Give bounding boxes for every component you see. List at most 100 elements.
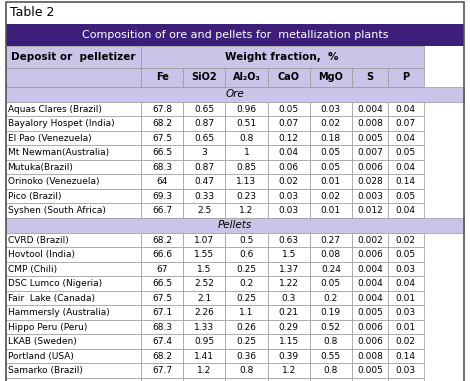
Bar — [183, 363, 226, 378]
Bar — [388, 276, 423, 291]
Bar — [267, 378, 310, 381]
Bar — [6, 276, 141, 291]
Text: 0.02: 0.02 — [321, 192, 341, 201]
Bar — [226, 102, 267, 117]
Bar — [183, 174, 226, 189]
Bar — [352, 146, 388, 160]
Text: P: P — [402, 72, 409, 82]
Text: 0.01: 0.01 — [321, 177, 341, 186]
Text: 1.22: 1.22 — [279, 279, 298, 288]
Bar — [6, 87, 464, 102]
Text: 0.85: 0.85 — [236, 163, 257, 172]
Bar — [6, 189, 141, 203]
Text: 0.26: 0.26 — [236, 323, 257, 331]
Bar — [6, 262, 141, 276]
Bar — [310, 335, 352, 349]
Text: 0.005: 0.005 — [357, 366, 383, 375]
Text: 0.03: 0.03 — [396, 265, 415, 274]
Bar — [6, 2, 464, 24]
Text: 66.5: 66.5 — [152, 279, 172, 288]
Bar — [226, 276, 267, 291]
Text: 0.8: 0.8 — [324, 337, 338, 346]
Text: LKAB (Sweden): LKAB (Sweden) — [8, 337, 76, 346]
Text: 0.3: 0.3 — [282, 294, 296, 303]
Text: 0.007: 0.007 — [357, 148, 383, 157]
Bar — [6, 46, 141, 68]
Text: 66.7: 66.7 — [152, 206, 172, 215]
Bar — [183, 117, 226, 131]
Bar — [6, 378, 141, 381]
Bar — [183, 306, 226, 320]
Text: 67.4: 67.4 — [152, 337, 172, 346]
Bar — [226, 262, 267, 276]
Bar — [267, 174, 310, 189]
Bar — [226, 378, 267, 381]
Bar — [226, 349, 267, 363]
Bar — [183, 131, 226, 146]
Text: 0.8: 0.8 — [239, 366, 254, 375]
Text: 0.01: 0.01 — [396, 323, 415, 331]
Text: Hammersly (Australia): Hammersly (Australia) — [8, 308, 109, 317]
Text: Portland (USA): Portland (USA) — [8, 352, 73, 361]
Bar — [388, 247, 423, 262]
Bar — [267, 117, 310, 131]
Text: 1.55: 1.55 — [194, 250, 214, 259]
Bar — [310, 189, 352, 203]
Text: 0.006: 0.006 — [357, 323, 383, 331]
Text: 0.19: 0.19 — [321, 308, 341, 317]
Bar — [352, 174, 388, 189]
Bar — [388, 378, 423, 381]
Text: CMP (Chili): CMP (Chili) — [8, 265, 57, 274]
Bar — [226, 363, 267, 378]
Bar — [388, 102, 423, 117]
Bar — [388, 320, 423, 335]
Text: 0.18: 0.18 — [321, 134, 341, 142]
Bar — [267, 203, 310, 218]
Text: DSC Lumco (Nigeria): DSC Lumco (Nigeria) — [8, 279, 102, 288]
Text: 0.06: 0.06 — [279, 163, 299, 172]
Text: 0.006: 0.006 — [357, 250, 383, 259]
Bar — [310, 363, 352, 378]
Text: Mutuka(Brazil): Mutuka(Brazil) — [8, 163, 73, 172]
Text: 2.26: 2.26 — [194, 308, 214, 317]
Text: 68.2: 68.2 — [152, 352, 172, 361]
Bar — [310, 291, 352, 306]
Bar — [6, 320, 141, 335]
Bar — [226, 233, 267, 247]
Text: 0.08: 0.08 — [321, 250, 341, 259]
Bar — [310, 276, 352, 291]
Bar — [310, 247, 352, 262]
Bar — [310, 68, 352, 87]
Bar — [267, 131, 310, 146]
Text: SiO2: SiO2 — [191, 72, 217, 82]
Bar — [352, 378, 388, 381]
Bar — [183, 335, 226, 349]
Text: 1.33: 1.33 — [194, 323, 214, 331]
Bar — [352, 320, 388, 335]
Bar — [6, 203, 141, 218]
Bar — [141, 146, 183, 160]
Text: 1.5: 1.5 — [282, 250, 296, 259]
Bar — [388, 189, 423, 203]
Bar — [183, 160, 226, 174]
Text: 67.8: 67.8 — [152, 105, 172, 114]
Text: 0.03: 0.03 — [279, 192, 299, 201]
Bar — [388, 68, 423, 87]
Bar — [141, 233, 183, 247]
Text: 2.1: 2.1 — [197, 294, 212, 303]
Text: 67.5: 67.5 — [152, 134, 172, 142]
Bar — [267, 102, 310, 117]
Text: 0.87: 0.87 — [194, 163, 214, 172]
Text: 1.2: 1.2 — [239, 206, 254, 215]
Text: Samarko (Brazil): Samarko (Brazil) — [8, 366, 82, 375]
Bar — [6, 102, 141, 117]
Text: 0.39: 0.39 — [279, 352, 299, 361]
Text: 0.05: 0.05 — [396, 250, 415, 259]
Bar — [141, 306, 183, 320]
Bar — [226, 68, 267, 87]
Bar — [352, 117, 388, 131]
Text: 0.14: 0.14 — [396, 352, 415, 361]
Text: MgO: MgO — [319, 72, 343, 82]
Bar — [226, 146, 267, 160]
Bar — [388, 349, 423, 363]
